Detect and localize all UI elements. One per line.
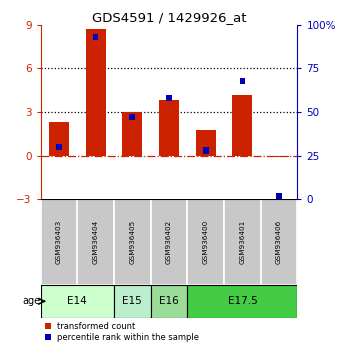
Text: GSM936401: GSM936401 — [239, 220, 245, 264]
Legend: transformed count, percentile rank within the sample: transformed count, percentile rank withi… — [45, 322, 199, 342]
Title: GDS4591 / 1429926_at: GDS4591 / 1429926_at — [92, 11, 246, 24]
Bar — [41, 285, 114, 318]
Bar — [166, 95, 172, 101]
Bar — [232, 95, 252, 156]
Bar — [261, 199, 297, 285]
Bar — [49, 122, 69, 156]
Text: GSM936405: GSM936405 — [129, 220, 135, 264]
Bar — [203, 148, 209, 154]
Bar — [159, 101, 179, 156]
Text: GSM936400: GSM936400 — [203, 220, 209, 264]
Bar — [41, 199, 77, 285]
Bar — [114, 199, 151, 285]
Bar — [77, 199, 114, 285]
Text: GSM936406: GSM936406 — [276, 220, 282, 264]
Bar — [114, 285, 151, 318]
Bar — [269, 156, 289, 157]
Text: E17.5: E17.5 — [227, 296, 257, 306]
Bar — [151, 285, 187, 318]
Text: GSM936403: GSM936403 — [56, 220, 62, 264]
Text: E16: E16 — [159, 296, 179, 306]
Text: GSM936404: GSM936404 — [93, 220, 99, 264]
Bar — [86, 29, 106, 156]
Bar — [122, 112, 142, 156]
Text: age: age — [23, 296, 41, 306]
Bar — [151, 199, 187, 285]
Bar — [240, 78, 245, 84]
Text: E14: E14 — [67, 296, 87, 306]
Bar — [187, 199, 224, 285]
Bar — [129, 114, 135, 120]
Bar — [224, 199, 261, 285]
Bar — [93, 34, 98, 40]
Text: GSM936402: GSM936402 — [166, 220, 172, 264]
Bar — [187, 285, 297, 318]
Bar — [276, 193, 282, 199]
Text: E15: E15 — [122, 296, 142, 306]
Bar — [196, 130, 216, 156]
Bar — [56, 144, 62, 150]
